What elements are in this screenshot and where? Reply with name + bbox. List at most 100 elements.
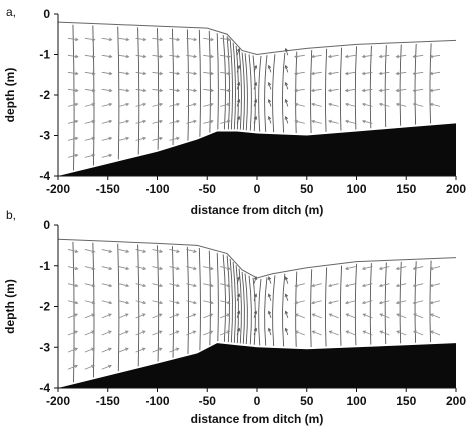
velocity-vector bbox=[67, 153, 79, 158]
velocity-vector bbox=[186, 300, 197, 305]
y-tick-label: 0 bbox=[43, 218, 50, 232]
x-tick-label: -200 bbox=[46, 182, 70, 196]
velocity-vector bbox=[412, 283, 424, 288]
head-contour-line bbox=[216, 33, 219, 130]
ground-surface-line bbox=[57, 21, 457, 56]
velocity-vector bbox=[84, 102, 96, 107]
velocity-vector bbox=[101, 313, 112, 319]
velocity-vector bbox=[344, 54, 356, 59]
velocity-vector bbox=[101, 136, 113, 141]
velocity-vector bbox=[152, 283, 164, 288]
head-contour-line bbox=[186, 246, 189, 354]
velocity-vector bbox=[135, 283, 147, 288]
velocity-vector bbox=[118, 54, 130, 59]
velocity-vector bbox=[284, 115, 289, 124]
head-contour-line bbox=[369, 45, 372, 129]
head-contour-line bbox=[310, 269, 313, 348]
velocity-vector bbox=[236, 47, 241, 56]
velocity-vector bbox=[311, 119, 322, 124]
velocity-vector bbox=[135, 300, 147, 305]
head-contour-line bbox=[258, 55, 262, 132]
velocity-vector bbox=[362, 313, 373, 319]
velocity-vector bbox=[294, 54, 305, 59]
velocity-vector bbox=[135, 88, 147, 93]
head-contour-line bbox=[171, 28, 175, 146]
velocity-vector bbox=[118, 300, 130, 305]
velocity-vector bbox=[84, 313, 95, 319]
velocity-vector bbox=[118, 88, 130, 93]
velocity-vector bbox=[412, 88, 424, 93]
velocity-vector bbox=[253, 293, 258, 301]
velocity-vector bbox=[67, 88, 79, 93]
velocity-vector bbox=[362, 330, 373, 336]
velocity-vector bbox=[395, 54, 407, 59]
velocity-vector bbox=[101, 249, 113, 253]
x-tick-label: 150 bbox=[396, 182, 416, 196]
velocity-vector bbox=[67, 330, 79, 336]
velocity-vector bbox=[267, 64, 272, 73]
velocity-vector bbox=[294, 300, 305, 305]
x-tick-label: -150 bbox=[96, 182, 120, 196]
velocity-vector bbox=[67, 283, 79, 288]
velocity-vector bbox=[294, 313, 305, 319]
head-contour-line bbox=[252, 277, 256, 345]
velocity-vector bbox=[152, 71, 164, 76]
head-contour-line bbox=[264, 55, 268, 132]
y-tick-label: -3 bbox=[39, 340, 50, 354]
velocity-vector bbox=[311, 330, 322, 336]
velocity-vector bbox=[101, 71, 113, 76]
velocity-vector bbox=[203, 283, 214, 288]
y-axis-title: depth (m) bbox=[3, 68, 17, 123]
velocity-vector bbox=[378, 283, 390, 288]
velocity-vector bbox=[284, 293, 289, 301]
bedrock-region bbox=[58, 343, 456, 388]
head-contour-line bbox=[198, 29, 201, 137]
velocity-vector bbox=[186, 266, 197, 271]
head-contour-line bbox=[241, 52, 245, 130]
velocity-vector bbox=[203, 102, 214, 107]
velocity-vector bbox=[152, 102, 164, 107]
velocity-vector bbox=[203, 88, 214, 93]
velocity-vector bbox=[169, 249, 180, 253]
velocity-vector bbox=[267, 98, 272, 107]
head-contour-line bbox=[325, 48, 328, 132]
velocity-vector bbox=[311, 102, 322, 107]
velocity-vector bbox=[429, 54, 441, 59]
head-contour-line bbox=[399, 44, 402, 126]
velocity-vector bbox=[101, 364, 112, 370]
x-tick-label: -50 bbox=[199, 394, 217, 408]
velocity-vector bbox=[311, 300, 322, 305]
velocity-vector bbox=[101, 300, 113, 305]
velocity-vector bbox=[429, 102, 441, 107]
velocity-vector bbox=[345, 313, 356, 319]
velocity-vector bbox=[118, 313, 129, 319]
head-contour-line bbox=[137, 244, 140, 367]
velocity-vector bbox=[203, 300, 214, 305]
velocity-vector bbox=[236, 115, 241, 124]
velocity-vector bbox=[412, 266, 424, 271]
head-contour-line bbox=[232, 262, 236, 343]
head-contour-line bbox=[238, 268, 242, 344]
velocity-vector bbox=[67, 347, 79, 353]
velocity-vector bbox=[152, 300, 164, 305]
velocity-vector bbox=[67, 249, 79, 253]
velocity-vector bbox=[267, 81, 272, 90]
velocity-vector bbox=[67, 136, 79, 141]
velocity-vector bbox=[118, 283, 130, 288]
velocity-vector bbox=[135, 102, 147, 107]
velocity-vector bbox=[84, 266, 96, 271]
velocity-vector bbox=[311, 313, 322, 319]
head-contour-line bbox=[248, 275, 252, 345]
head-contour-line bbox=[295, 271, 298, 347]
velocity-vector bbox=[203, 119, 214, 124]
y-axis-title: depth (m) bbox=[3, 279, 17, 334]
velocity-vector bbox=[378, 88, 390, 93]
velocity-vector bbox=[236, 310, 241, 319]
velocity-vector bbox=[328, 119, 339, 124]
y-tick-label: -4 bbox=[39, 169, 50, 183]
head-contour-line bbox=[157, 28, 160, 150]
velocity-vector bbox=[118, 71, 130, 76]
x-tick-label: 150 bbox=[396, 394, 416, 408]
head-contour-line bbox=[272, 54, 276, 133]
velocity-vector bbox=[152, 330, 163, 336]
